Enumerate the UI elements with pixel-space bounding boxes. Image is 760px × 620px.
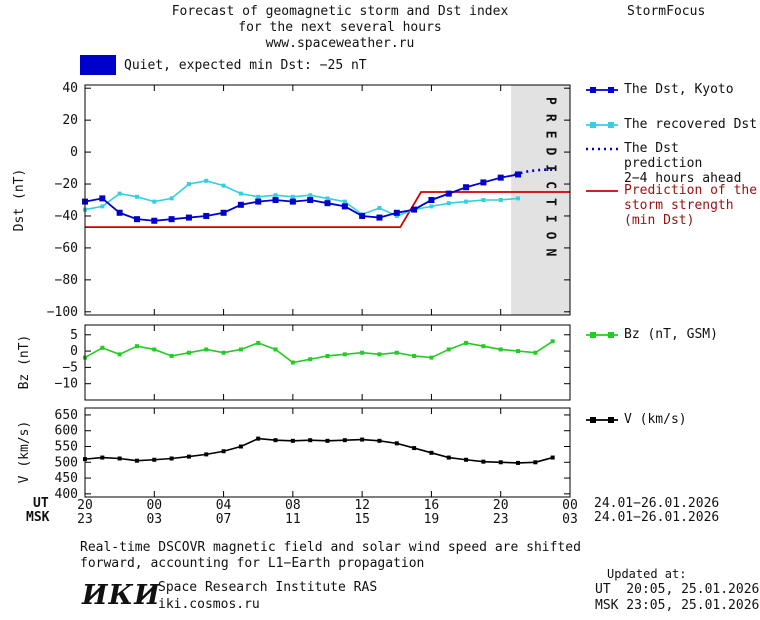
svg-text:08: 08	[285, 498, 301, 513]
legend-dst-kyoto-label: The Dst, Kyoto	[624, 82, 734, 97]
legend-bz: Bz (nT, GSM)	[585, 327, 718, 342]
svg-text:00: 00	[562, 498, 578, 513]
legend-storm-strength: Prediction of the storm strength (min Ds…	[585, 183, 757, 228]
legend-storm-strength-label: Prediction of the storm strength (min Ds…	[624, 183, 758, 228]
page-title-line1: Forecast of geomagnetic storm and Dst in…	[171, 4, 509, 19]
svg-text:04: 04	[216, 498, 232, 513]
svg-text:400: 400	[55, 487, 78, 502]
svg-text:−20: −20	[55, 177, 78, 192]
svg-text:600: 600	[55, 424, 78, 439]
svg-text:40: 40	[62, 81, 78, 96]
svg-text:−100: −100	[47, 305, 78, 320]
institute-name: Space Research Institute RAS	[158, 580, 378, 595]
svg-text:11: 11	[285, 512, 301, 527]
svg-text:20: 20	[62, 113, 78, 128]
recovered-line-icon	[586, 122, 618, 128]
legend-bz-label: Bz (nT, GSM)	[624, 327, 718, 342]
v-line-icon	[586, 417, 618, 423]
footnote-line1: Real-time DSCOVR magnetic field and sola…	[80, 540, 581, 555]
svg-text:5: 5	[70, 328, 78, 343]
institute-site[interactable]: iki.cosmos.ru	[158, 597, 260, 612]
msk-date-range: 24.01−26.01.2026	[594, 510, 720, 525]
page-title-line3: www.spaceweather.ru	[265, 36, 415, 51]
status-swatch	[80, 55, 116, 75]
svg-text:−10: −10	[55, 377, 78, 392]
msk-row-label: MSK	[26, 510, 50, 525]
svg-text:−80: −80	[55, 273, 78, 288]
legend-dst-kyoto: The Dst, Kyoto	[585, 82, 734, 97]
svg-text:23: 23	[493, 512, 509, 527]
ut-row-label: UT	[33, 496, 49, 511]
svg-text:07: 07	[216, 512, 232, 527]
legend-v: V (km/s)	[585, 412, 687, 427]
svg-text:03: 03	[146, 512, 162, 527]
svg-text:−5: −5	[62, 360, 78, 375]
page-header: Forecast of geomagnetic storm and Dst in…	[75, 4, 605, 52]
iki-logo: ИКИ	[82, 580, 161, 611]
v-axis-label: V (km/s)	[17, 420, 32, 484]
updated-msk: MSK 23:05, 25.01.2026	[595, 598, 760, 613]
legend-prediction: The Dst prediction 2−4 hours ahead	[585, 141, 760, 186]
svg-text:03: 03	[562, 512, 578, 527]
svg-text:16: 16	[424, 498, 440, 513]
legend-recovered: The recovered Dst	[585, 117, 757, 132]
legend-v-label: V (km/s)	[624, 412, 687, 427]
svg-text:15: 15	[354, 512, 370, 527]
svg-text:00: 00	[146, 498, 162, 513]
svg-text:500: 500	[55, 455, 78, 470]
page-title-line2: for the next several hours	[238, 20, 442, 35]
updated-ut: UT 20:05, 25.01.2026	[595, 582, 760, 597]
svg-text:PREDICTION: PREDICTION	[543, 97, 558, 265]
svg-text:12: 12	[354, 498, 370, 513]
svg-text:20: 20	[493, 498, 509, 513]
svg-text:0: 0	[70, 344, 78, 359]
ut-date-range: 24.01−26.01.2026	[594, 496, 720, 511]
svg-text:550: 550	[55, 440, 78, 455]
svg-text:0: 0	[70, 145, 78, 160]
svg-text:450: 450	[55, 471, 78, 486]
svg-text:−40: −40	[55, 209, 78, 224]
dst-axis-label: Dst (nT)	[12, 168, 27, 232]
svg-text:19: 19	[424, 512, 440, 527]
svg-text:23: 23	[77, 512, 93, 527]
dst-kyoto-line-icon	[586, 87, 618, 93]
footnote-line2: forward, accounting for L1−Earth propaga…	[80, 556, 425, 571]
updated-at-label: Updated at:	[607, 567, 687, 581]
bz-line-icon	[586, 332, 618, 338]
svg-text:20: 20	[77, 498, 93, 513]
legend-recovered-label: The recovered Dst	[624, 117, 758, 132]
storm-strength-line-icon	[586, 190, 618, 192]
svg-text:650: 650	[55, 408, 78, 423]
prediction-dotted-line-icon	[586, 147, 618, 151]
legend-prediction-label: The Dst prediction 2−4 hours ahead	[624, 141, 742, 186]
brand-label: StormFocus	[627, 4, 706, 19]
svg-text:−60: −60	[55, 241, 78, 256]
status-text: Quiet, expected min Dst: −25 nT	[124, 58, 367, 73]
